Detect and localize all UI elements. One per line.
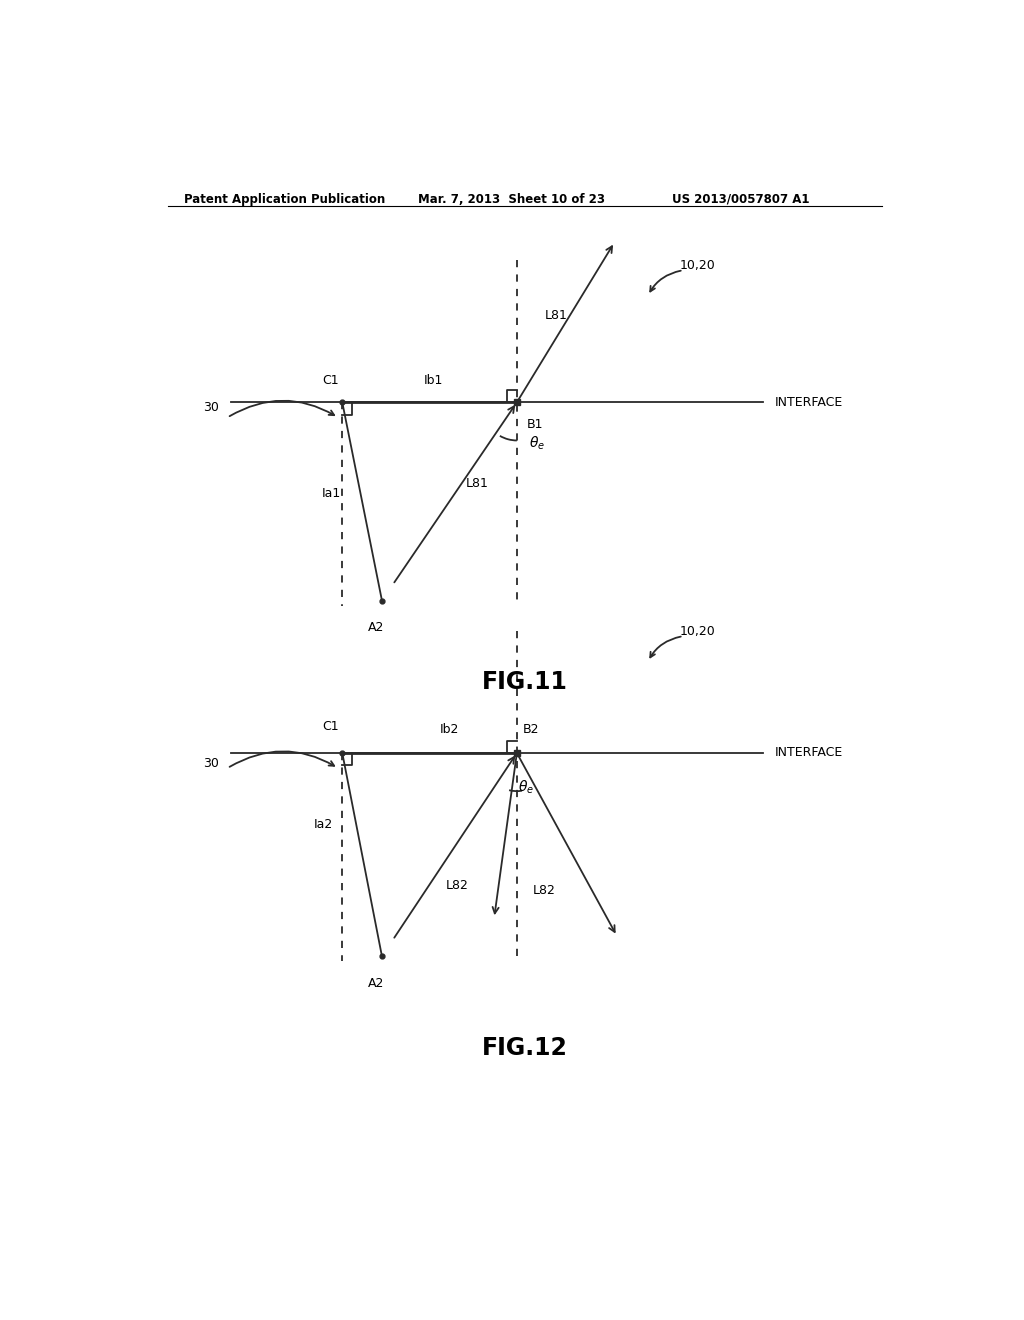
Text: Ia1: Ia1 [322,487,341,500]
Text: 10,20: 10,20 [680,259,716,272]
Text: 30: 30 [204,401,219,414]
Text: L81: L81 [545,309,567,322]
Text: Patent Application Publication: Patent Application Publication [183,193,385,206]
Text: FIG.11: FIG.11 [482,669,567,694]
Text: A2: A2 [369,977,385,990]
Text: A2: A2 [369,620,385,634]
Text: C1: C1 [323,719,339,733]
Text: 10,20: 10,20 [680,624,716,638]
Text: L82: L82 [532,883,556,896]
Text: Ib1: Ib1 [424,374,443,387]
Text: US 2013/0057807 A1: US 2013/0057807 A1 [672,193,809,206]
Text: B1: B1 [526,417,543,430]
Text: Ia2: Ia2 [313,817,333,830]
Text: C1: C1 [323,374,339,387]
Text: INTERFACE: INTERFACE [775,396,843,409]
Text: Mar. 7, 2013  Sheet 10 of 23: Mar. 7, 2013 Sheet 10 of 23 [418,193,604,206]
Text: L81: L81 [465,477,488,490]
Text: FIG.12: FIG.12 [482,1036,567,1060]
Text: B2: B2 [523,723,540,735]
Text: INTERFACE: INTERFACE [775,747,843,759]
Text: $\theta_e$: $\theta_e$ [518,779,535,796]
Text: L82: L82 [445,879,468,891]
Text: Ib2: Ib2 [439,723,459,735]
Text: $\theta_e$: $\theta_e$ [528,434,545,453]
Text: 30: 30 [204,756,219,770]
